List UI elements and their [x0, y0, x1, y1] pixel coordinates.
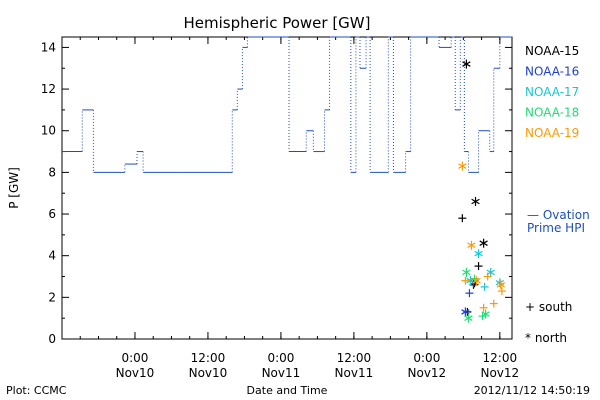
north-marker-arm: [461, 309, 470, 315]
south-marker: [489, 299, 498, 308]
north-marker: [472, 276, 481, 286]
x-tick-time: 12:00: [337, 351, 372, 365]
footer-right: 2012/11/12 14:50:19: [474, 384, 590, 397]
legend-entry: NOAA-17: [525, 85, 579, 99]
y-tick-label: 10: [41, 124, 56, 138]
legend-entry: NOAA-15: [525, 44, 579, 58]
north-marker-arm: [462, 61, 471, 67]
satellite-markers: [458, 59, 506, 323]
north-marker-arm: [479, 240, 488, 246]
x-tick-time: 12:00: [191, 351, 226, 365]
ovation-series: [62, 36, 512, 173]
legend-entry: NOAA-18: [525, 106, 579, 120]
x-tick-time: 0:00: [267, 351, 294, 365]
legend-north: * north: [525, 331, 567, 345]
legend: NOAA-15 NOAA-16 NOAA-17 NOAA-18 NOAA-19: [525, 44, 579, 140]
north-marker-arm: [467, 242, 476, 249]
ovation-legend-line1: — Ovation: [527, 208, 590, 222]
north-marker: [479, 238, 488, 248]
south-marker: [480, 282, 489, 291]
chart-title: Hemispheric Power [GW]: [184, 14, 371, 32]
north-marker-arm: [464, 315, 473, 321]
y-tick-label: 6: [48, 207, 56, 221]
south-marker: [458, 214, 467, 223]
north-marker-arm: [495, 279, 505, 286]
ovation-legend-line2: Prime HPI: [527, 221, 585, 235]
y-tick-label: 2: [48, 290, 56, 304]
legend-entry: NOAA-19: [525, 126, 579, 140]
south-marker: [479, 303, 488, 312]
y-axis-label: P [GW]: [7, 167, 21, 209]
y-tick-label: 0: [48, 332, 56, 346]
south-marker: [465, 289, 474, 298]
x-tick-date: Nov11: [335, 366, 374, 380]
y-tick-label: 12: [41, 82, 56, 96]
legend-entry: NOAA-16: [525, 65, 579, 79]
north-marker: [464, 313, 473, 323]
x-tick-date: Nov12: [408, 366, 447, 380]
south-marker: [478, 312, 487, 321]
x-tick-date: Nov12: [480, 366, 519, 380]
north-marker: [474, 249, 483, 259]
south-marker: [474, 262, 483, 271]
south-marker: [461, 276, 470, 285]
north-marker-arm: [471, 198, 480, 205]
north-marker-arm: [474, 250, 483, 257]
north-marker-arm: [472, 277, 481, 284]
legend-south: + south: [525, 300, 572, 314]
y-axis: 0 2 4 6 8 10 12 14: [41, 40, 512, 346]
x-tick-date: Nov11: [262, 366, 301, 380]
south-marker: [497, 287, 506, 296]
x-tick-date: Nov10: [189, 366, 228, 380]
north-marker: [461, 307, 470, 317]
south-marker: [483, 272, 492, 281]
x-axis: 0:00Nov1012:00Nov100:00Nov1112:00Nov110:…: [61, 37, 519, 380]
north-marker: [462, 59, 471, 69]
plot-frame: [61, 36, 513, 340]
north-marker: [458, 161, 467, 171]
y-tick-label: 14: [41, 40, 56, 54]
north-marker-arm: [458, 163, 467, 169]
north-marker-arm: [462, 269, 471, 276]
x-tick-time: 12:00: [483, 351, 518, 365]
footer-center: Date and Time: [247, 384, 328, 397]
y-tick-label: 8: [48, 165, 56, 179]
north-marker: [496, 280, 506, 290]
north-marker-arm: [496, 282, 506, 288]
north-marker: [462, 267, 471, 277]
footer-left: Plot: CCMC: [6, 384, 67, 397]
x-tick-time: 0:00: [413, 351, 440, 365]
x-tick-time: 0:00: [121, 351, 148, 365]
x-tick-date: Nov10: [116, 366, 155, 380]
y-tick-label: 4: [48, 249, 56, 263]
north-marker: [467, 240, 476, 250]
north-marker: [471, 197, 480, 207]
